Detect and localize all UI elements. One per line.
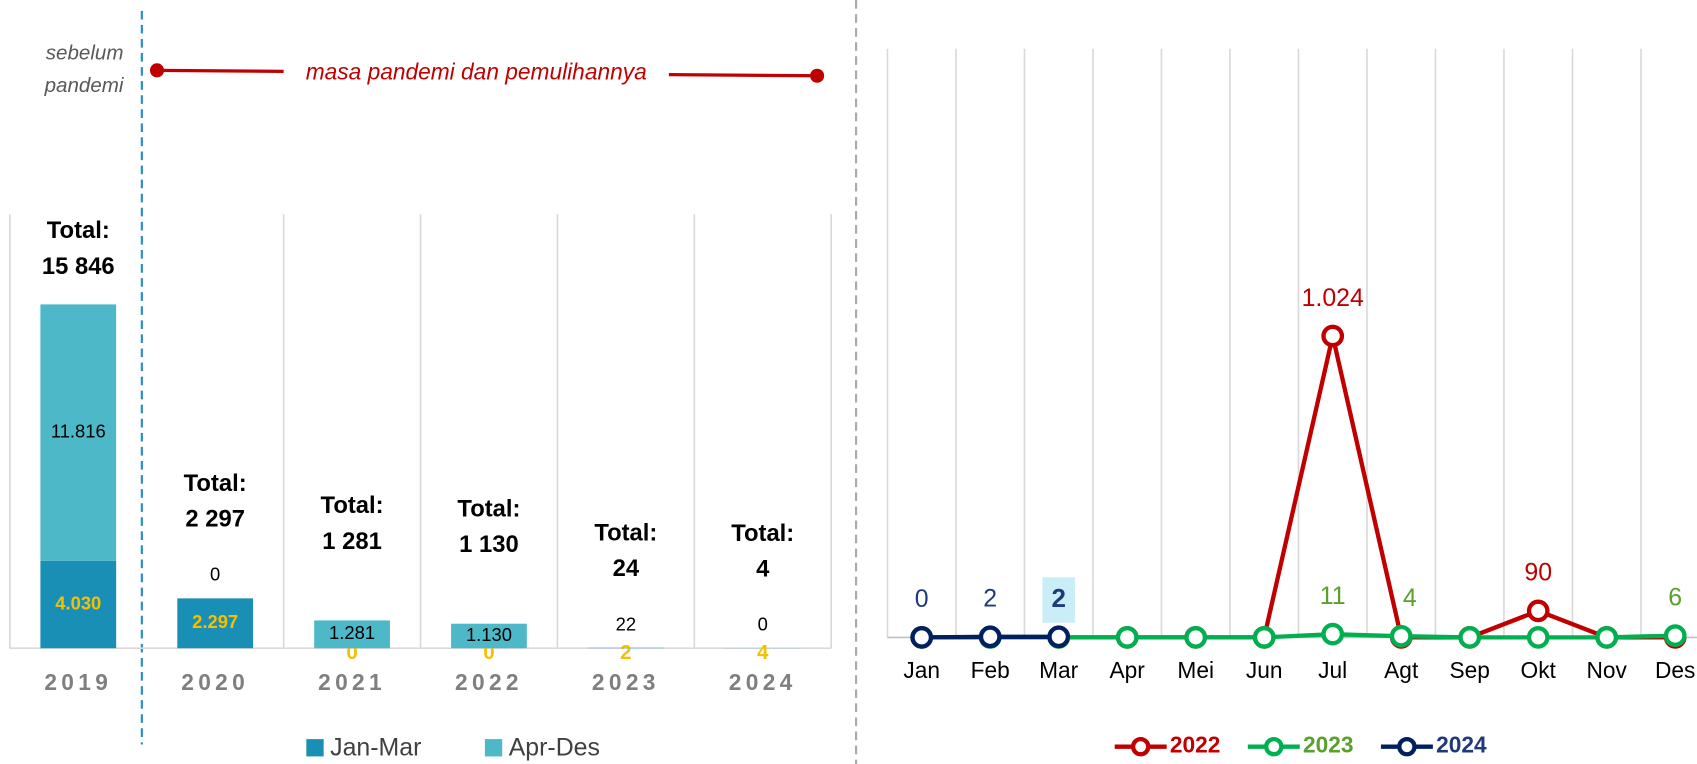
period-end [810,68,825,83]
point [1663,624,1687,647]
total-label: 15 846 [42,253,115,280]
x-tick-label: Mar [1039,657,1079,683]
x-tick-label: Nov [1587,657,1628,683]
point [1526,599,1550,623]
point [1115,626,1139,649]
point [1321,622,1345,646]
x-tick-label: Apr [1110,657,1146,683]
x-tick-label: 2020 [181,669,249,695]
total-label: 4 [756,555,770,582]
point [1526,626,1550,649]
x-tick-label: Agt [1384,657,1419,683]
x-tick-label: Sep [1449,657,1489,683]
total-label: 2 297 [185,506,245,533]
x-tick-label: Des [1655,657,1695,683]
legend-swatch [306,739,324,757]
annotation: masa pandemi dan pemulihannya [306,59,647,85]
x-tick-label: 2019 [44,669,112,695]
x-tick-label: Feb [971,657,1010,683]
point [1184,626,1208,649]
legend-label: 2024 [1436,732,1487,758]
value-label: 6 [1668,583,1682,611]
total-label: 1 130 [459,531,519,558]
total-prefix: Total: [184,470,247,497]
label-highlight [1042,577,1075,623]
period-end [149,63,165,78]
bar-segment [40,304,117,561]
point [1595,626,1619,649]
point [1321,324,1345,348]
total-prefix: Total: [731,520,794,547]
period-line [668,73,818,78]
total-prefix: Total: [594,519,657,546]
value-label: 11.816 [51,420,106,441]
legend-label: 2022 [1170,732,1221,758]
value-label: 4 [757,641,769,664]
point [1252,626,1276,649]
total-prefix: Total: [321,492,384,519]
value-label: 0 [210,564,220,585]
value-label: 11 [1320,582,1346,610]
value-label: 2 [620,641,631,664]
value-label: 1.130 [466,624,512,645]
legend-label: Jan-Mar [330,733,421,761]
value-label: 0 [758,613,768,634]
value-label: 2 [983,585,997,613]
x-tick-label: 2021 [318,669,386,695]
total-label: 24 [613,555,640,582]
point [978,625,1002,649]
x-tick-label: Jul [1318,657,1347,683]
point [1047,625,1071,649]
legend-label: 2023 [1303,732,1354,758]
legend-marker [1264,736,1284,757]
value-label: 2 [1051,583,1065,613]
annotation: sebelum [46,42,124,65]
value-label: 0 [915,585,929,613]
total-prefix: Total: [457,495,520,522]
value-label: 0 [346,641,357,664]
point [1458,626,1482,649]
value-label: 4 [1403,584,1417,612]
value-label: 2.297 [192,611,238,632]
x-tick-label: 2024 [729,669,797,695]
period-line [156,68,284,74]
bar-segment [451,623,527,649]
annotation: pandemi [44,74,125,97]
point [910,626,934,649]
x-tick-label: 2022 [455,669,523,695]
value-label: 1.281 [329,622,375,643]
x-tick-label: 2023 [592,669,660,695]
x-tick-label: Jun [1246,657,1283,683]
value-label: 90 [1524,559,1552,587]
x-tick-label: Mei [1177,657,1214,683]
total-prefix: Total: [47,217,110,244]
legend-swatch [484,739,503,757]
total-label: 1 281 [322,528,382,555]
legend-marker [1130,736,1151,757]
point [1389,624,1413,648]
legend-label: Apr-Des [509,733,600,761]
bar-segment [314,620,390,649]
bar-segment [40,560,117,649]
x-tick-label: Okt [1521,657,1557,683]
x-tick-label: Jan [903,657,940,683]
bar-segment [177,598,254,649]
value-label: 4.030 [55,592,101,613]
legend-marker [1397,736,1417,757]
value-label: 0 [483,641,494,664]
value-label: 22 [616,613,636,634]
value-label: 1.024 [1302,284,1364,312]
